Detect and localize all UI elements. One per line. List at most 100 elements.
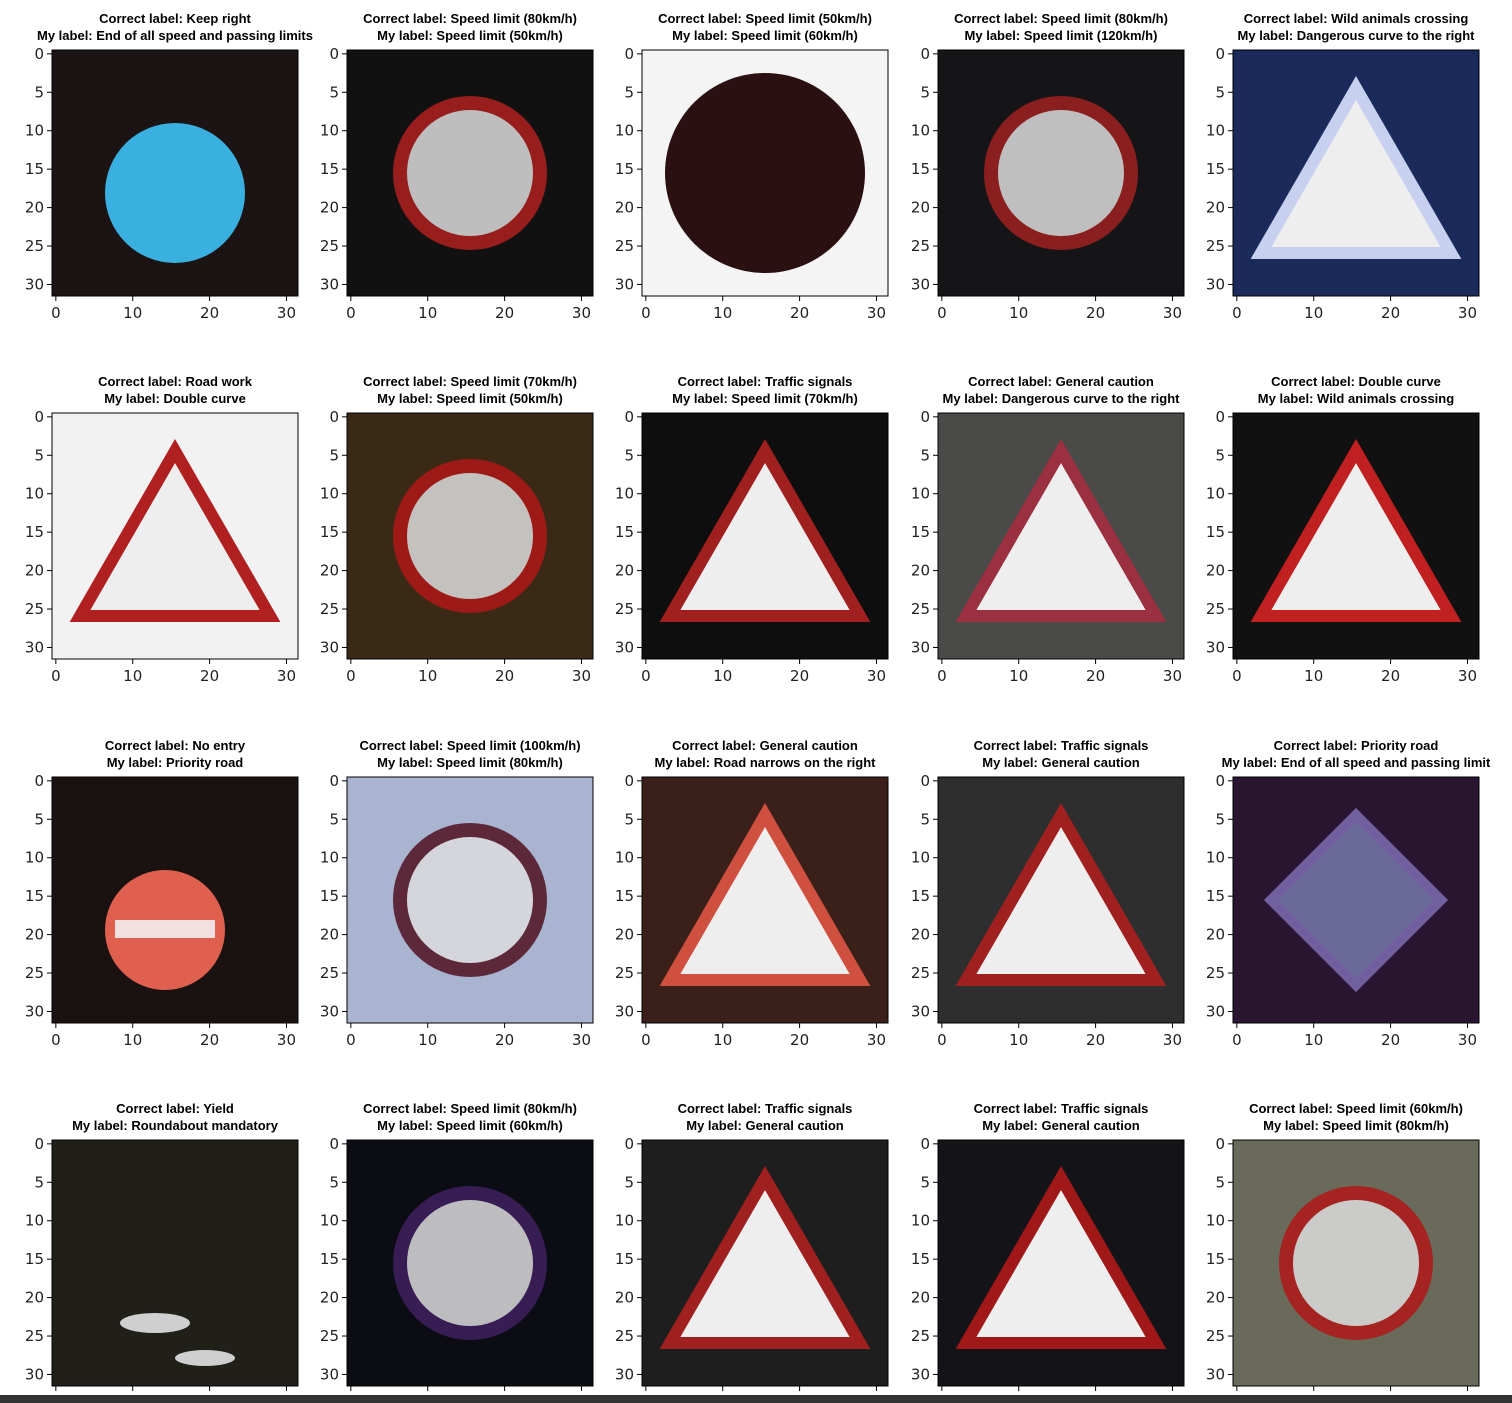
y-tick-label: 30 xyxy=(615,638,634,656)
panel-title-predicted: My label: End of all speed and passing l… xyxy=(37,28,313,43)
y-tick-label: 10 xyxy=(25,849,44,867)
y-tick-label: 15 xyxy=(911,160,930,178)
y-tick-label: 25 xyxy=(615,964,634,982)
y-tick-label: 5 xyxy=(920,1173,930,1191)
x-tick-label: 10 xyxy=(713,1031,732,1049)
y-tick-label: 20 xyxy=(1206,199,1225,217)
x-tick-label: 0 xyxy=(641,304,651,322)
sign xyxy=(105,123,245,263)
sign xyxy=(393,1186,547,1340)
y-tick-label: 25 xyxy=(911,1327,930,1345)
x-tick-label: 0 xyxy=(346,304,356,322)
x-tick-label: 20 xyxy=(200,304,219,322)
y-tick-label: 20 xyxy=(1206,1289,1225,1307)
y-tick-label: 25 xyxy=(25,1327,44,1345)
y-tick-label: 5 xyxy=(329,83,339,101)
y-tick-label: 30 xyxy=(911,1365,930,1383)
y-tick-label: 0 xyxy=(920,1135,930,1153)
y-tick-label: 0 xyxy=(920,45,930,63)
sign-image xyxy=(347,777,593,1023)
y-tick-label: 30 xyxy=(911,1002,930,1020)
panel-title-correct: Correct label: Speed limit (80km/h) xyxy=(363,1101,577,1116)
y-tick-label: 10 xyxy=(615,849,634,867)
y-tick-label: 5 xyxy=(1215,446,1225,464)
sign xyxy=(659,802,871,986)
panel-title-predicted: My label: Dangerous curve to the right xyxy=(1238,28,1476,43)
y-tick-label: 5 xyxy=(34,1173,44,1191)
y-tick-label: 0 xyxy=(1215,45,1225,63)
y-tick-label: 30 xyxy=(1206,1002,1225,1020)
sign xyxy=(393,823,547,977)
y-tick-label: 10 xyxy=(320,485,339,503)
panel-title-predicted: My label: Double curve xyxy=(104,391,246,406)
x-tick-label: 30 xyxy=(867,304,886,322)
sign xyxy=(955,1165,1167,1349)
x-tick-label: 30 xyxy=(277,1031,296,1049)
sign-image xyxy=(347,1140,593,1386)
x-tick-label: 10 xyxy=(1009,1031,1028,1049)
y-tick-label: 30 xyxy=(911,638,930,656)
y-tick-label: 20 xyxy=(25,562,44,580)
sign-image xyxy=(642,1140,888,1386)
y-tick-label: 20 xyxy=(911,1289,930,1307)
x-tick-label: 10 xyxy=(418,1031,437,1049)
y-tick-label: 5 xyxy=(329,810,339,828)
x-tick-label: 10 xyxy=(418,667,437,685)
x-tick-label: 20 xyxy=(200,1031,219,1049)
x-tick-label: 30 xyxy=(867,667,886,685)
panel-title-predicted: My label: End of all speed and passing l… xyxy=(1222,755,1491,770)
y-tick-label: 10 xyxy=(25,1212,44,1230)
y-tick-label: 15 xyxy=(911,1250,930,1268)
image-frame xyxy=(1232,776,1480,1024)
y-tick-label: 25 xyxy=(1206,964,1225,982)
sign-image xyxy=(1233,777,1479,1023)
image-frame xyxy=(1232,49,1480,297)
x-tick-label: 30 xyxy=(1163,1031,1182,1049)
y-tick-label: 5 xyxy=(624,810,634,828)
y-tick-label: 5 xyxy=(34,83,44,101)
image-frame xyxy=(641,49,889,297)
x-tick-label: 0 xyxy=(51,1031,61,1049)
image-frame xyxy=(641,1139,889,1387)
panel-title-correct: Correct label: Road work xyxy=(98,374,253,389)
y-tick-label: 0 xyxy=(34,772,44,790)
y-tick-label: 25 xyxy=(615,600,634,618)
y-tick-label: 15 xyxy=(1206,523,1225,541)
y-tick-label: 25 xyxy=(911,237,930,255)
x-tick-label: 10 xyxy=(123,667,142,685)
panel-title-correct: Correct label: Speed limit (80km/h) xyxy=(363,11,577,26)
sign-image xyxy=(642,50,888,296)
sign xyxy=(1250,438,1462,622)
panel-title-correct: Correct label: Traffic signals xyxy=(678,1101,853,1116)
y-tick-label: 30 xyxy=(25,1002,44,1020)
y-tick-label: 10 xyxy=(1206,485,1225,503)
x-tick-label: 20 xyxy=(1381,667,1400,685)
image-frame xyxy=(641,412,889,660)
panel-title-predicted: My label: Priority road xyxy=(107,755,244,770)
x-tick-label: 20 xyxy=(790,1031,809,1049)
x-tick-label: 0 xyxy=(937,1031,947,1049)
x-tick-label: 30 xyxy=(867,1031,886,1049)
x-tick-label: 20 xyxy=(1086,304,1105,322)
panel-title-predicted: My label: General caution xyxy=(982,1118,1140,1133)
y-tick-label: 10 xyxy=(25,122,44,140)
y-tick-label: 0 xyxy=(34,45,44,63)
y-tick-label: 30 xyxy=(615,275,634,293)
y-tick-label: 30 xyxy=(320,1002,339,1020)
y-tick-label: 5 xyxy=(920,810,930,828)
y-tick-label: 10 xyxy=(911,122,930,140)
panel-title-predicted: My label: Speed limit (70km/h) xyxy=(672,391,858,406)
panel-title-correct: Correct label: Speed limit (70km/h) xyxy=(363,374,577,389)
sign xyxy=(1250,75,1462,259)
x-tick-label: 20 xyxy=(790,667,809,685)
x-tick-label: 30 xyxy=(572,667,591,685)
y-tick-label: 15 xyxy=(320,1250,339,1268)
sign-image xyxy=(938,50,1184,296)
x-tick-label: 30 xyxy=(572,304,591,322)
sign xyxy=(665,73,865,273)
y-tick-label: 0 xyxy=(920,772,930,790)
y-tick-label: 30 xyxy=(25,1365,44,1383)
y-tick-label: 20 xyxy=(615,199,634,217)
y-tick-label: 30 xyxy=(911,275,930,293)
y-tick-label: 0 xyxy=(1215,408,1225,426)
